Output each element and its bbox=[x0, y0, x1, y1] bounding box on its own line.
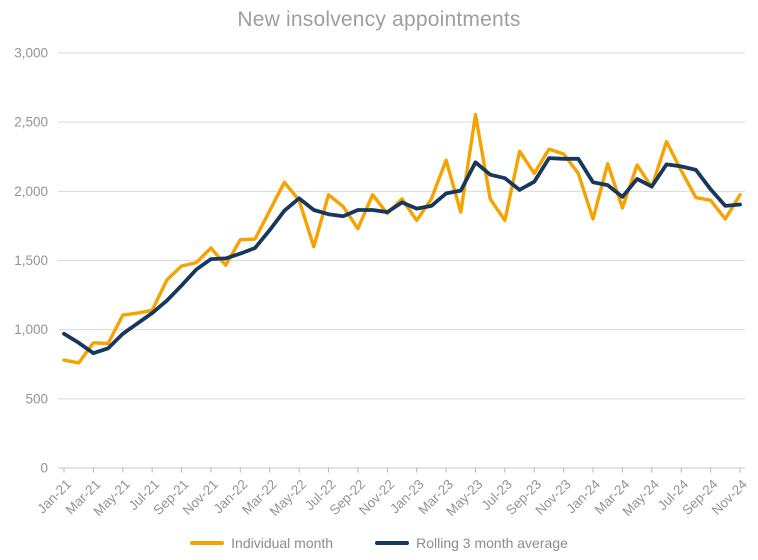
y-axis-label: 1,000 bbox=[14, 322, 48, 337]
y-axis-label: 2,000 bbox=[14, 184, 48, 199]
rolling-average-line bbox=[62, 156, 742, 356]
y-axis-label: 3,000 bbox=[14, 46, 48, 61]
y-axis-label: 0 bbox=[40, 461, 48, 476]
legend-item-individual-month: Individual month bbox=[190, 535, 333, 551]
y-axis-label: 500 bbox=[25, 391, 48, 406]
individual-month-line-swatch-icon bbox=[190, 541, 225, 545]
y-axis-label: 1,500 bbox=[14, 253, 48, 268]
legend-label-rolling-average: Rolling 3 month average bbox=[416, 535, 568, 551]
chart-legend: Individual month Rolling 3 month average bbox=[0, 526, 758, 560]
chart-title: New insolvency appointments bbox=[237, 8, 521, 31]
chart-plot-area: 05001,0001,5002,0002,5003,000Jan-21Mar-2… bbox=[14, 46, 750, 519]
legend-label-individual-month: Individual month bbox=[231, 535, 334, 551]
legend-item-rolling-average: Rolling 3 month average bbox=[375, 535, 568, 551]
individual-month-line bbox=[62, 112, 742, 365]
rolling-average-line-swatch-icon bbox=[375, 541, 410, 545]
y-axis-label: 2,500 bbox=[14, 115, 48, 130]
